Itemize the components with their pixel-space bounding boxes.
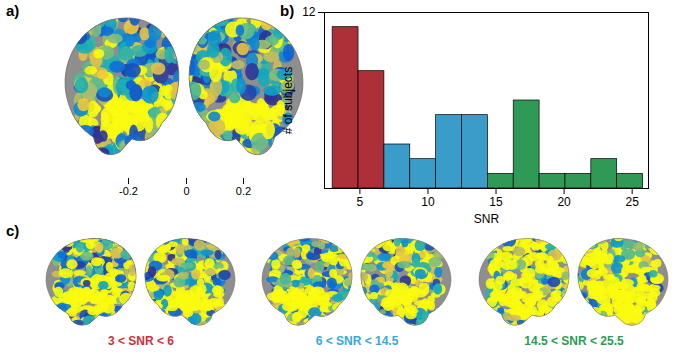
svg-text:5: 5 [357,195,364,209]
html-text:3 < SNR < 6: 3 < SNR < 6 [108,334,174,348]
svg-text:0.2: 0.2 [236,185,251,197]
svg-text:25: 25 [625,195,639,209]
svg-text:-0.2: -0.2 [119,185,138,197]
svg-text:20: 20 [557,195,571,209]
svg-text:12: 12 [302,5,316,19]
html-text:a): a) [6,2,20,19]
html-text:c): c) [6,222,20,239]
html-text:14.5 < SNR < 25.5: 14.5 < SNR < 25.5 [524,334,624,348]
svg-text:15: 15 [489,195,503,209]
svg-text:SNR: SNR [474,212,500,226]
svg-text:10: 10 [421,195,435,209]
svg-text:0: 0 [183,185,189,197]
html-text:6 < SNR < 14.5: 6 < SNR < 14.5 [315,334,399,348]
html-text:b): b) [280,2,295,19]
svg-text:# of subjects: # of subjects [281,67,295,134]
